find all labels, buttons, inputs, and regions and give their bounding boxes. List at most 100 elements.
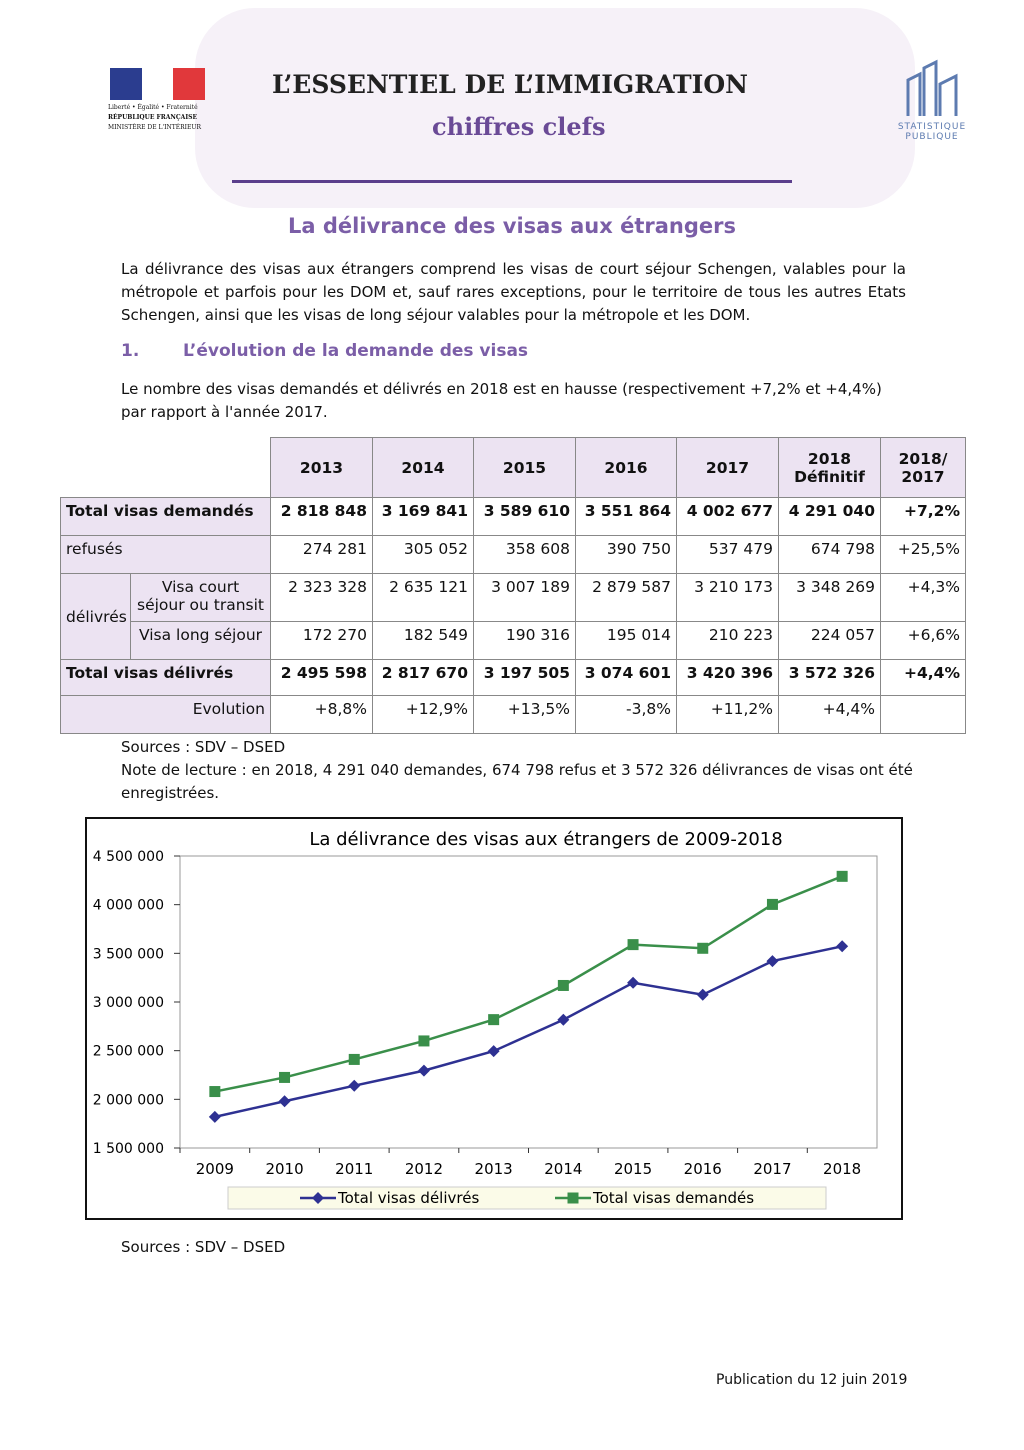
table-cell: +4,3% (880, 573, 966, 622)
table-cell: +11,2% (676, 695, 779, 734)
sources: Sources : SDV – DSED (121, 738, 286, 756)
table-row: Visa long séjour 172 270 182 549 190 316 195… (61, 621, 966, 660)
intro: La délivrance des visas aux étrangers co… (121, 260, 906, 324)
point (348, 1053, 360, 1065)
row-label: Total visas demandés (60, 497, 271, 536)
column-header: 2016 (575, 437, 677, 498)
header-title: L’ESSENTIEL DE L’IMMIGRATION (272, 70, 748, 99)
table-row: refusés 274 281 305 052 358 608 390 750 537 4… (60, 535, 966, 574)
point (209, 1086, 221, 1098)
flag (110, 68, 205, 100)
table-cell: 674 798 (778, 535, 881, 574)
legend-label: Total visas délivrés (337, 1189, 479, 1207)
table-cell: 182 549 (372, 621, 474, 660)
line (214, 875, 843, 1093)
y-tick-label: 3 000 000 (93, 995, 164, 1011)
point (208, 1110, 221, 1123)
point (557, 1013, 570, 1026)
point (766, 955, 779, 968)
table-cell: 3 197 505 (473, 659, 576, 696)
point (418, 1035, 430, 1047)
legend-label: Total visas demandés (592, 1189, 754, 1207)
table-cell: -3,8% (575, 695, 677, 734)
point (279, 1071, 291, 1083)
point (766, 898, 778, 910)
table-cell: +4,4% (880, 659, 966, 696)
point (836, 870, 848, 882)
table-cell: 2 635 121 (372, 573, 474, 622)
header-rule (232, 180, 792, 183)
point (696, 988, 709, 1001)
section-title: L’évolution de la demande des visas (183, 341, 529, 361)
visa-table: 2013 2014 2015 2016 2017 2018 Définitif 2018/ … (60, 437, 966, 734)
y-tick-label: 4 000 000 (93, 898, 164, 914)
column-header: 2017 (676, 437, 779, 498)
y-tick-label: 4 500 000 (93, 849, 164, 865)
table-cell: 3 420 396 (676, 659, 779, 696)
row-label: Total visas délivrés (60, 659, 271, 696)
point (557, 979, 569, 991)
x-tick-label: 2015 (614, 1160, 652, 1178)
point (697, 942, 709, 954)
x-tick-label: 2013 (475, 1160, 513, 1178)
table-row: 2013 2014 2015 2016 2017 2018 Définitif 2018/ … (60, 437, 966, 498)
table-row: Evolution +8,8% +12,9% +13,5% -3,8% +11,2% +4,… (60, 695, 966, 734)
x-tick-label: 2009 (196, 1160, 234, 1178)
table-cell: 2 323 328 (270, 573, 373, 622)
table-cell: 3 551 864 (575, 497, 677, 536)
table-cell: +25,5% (880, 535, 966, 574)
y-tick-label: 2 000 000 (93, 1092, 164, 1108)
note: Note de lecture : en 2018, 4 291 040 dem… (121, 761, 913, 802)
x-tick-label: 2011 (335, 1160, 373, 1178)
stat-logo-text: STATISTIQUE PUBLIQUE (897, 122, 967, 142)
table-row: Total visas délivrés 2 495 598 2 817 670 3 … (60, 659, 966, 696)
table-cell: +4,4% (778, 695, 881, 734)
point (348, 1079, 361, 1092)
point (567, 1192, 579, 1204)
point (488, 1014, 500, 1026)
column-header: 2018 Définitif (778, 437, 881, 498)
x-tick-label: 2014 (544, 1160, 582, 1178)
line (214, 945, 843, 1119)
x-tick-label: 2016 (684, 1160, 722, 1178)
column-header: 2014 (372, 437, 474, 498)
table-cell: 2 818 848 (270, 497, 373, 536)
y-tick-label: 2 500 000 (93, 1044, 164, 1060)
y-tick-label: 1 500 000 (93, 1141, 164, 1157)
section-number: 1. (121, 341, 140, 361)
stat-logo (906, 59, 958, 116)
point (278, 1095, 291, 1108)
table-cell: 537 479 (676, 535, 779, 574)
logo-text: MINISTÈRE DE L'INTÉRIEUR (108, 124, 202, 131)
column-header: 2018/ 2017 (880, 437, 966, 498)
table-cell: 195 014 (575, 621, 677, 660)
column-header: 2015 (473, 437, 576, 498)
empty-cell (880, 695, 966, 734)
header-subtitle: chiffres clefs (432, 112, 606, 141)
x-tick-label: 2010 (265, 1160, 303, 1178)
point (627, 939, 639, 951)
y-tick-label: 3 500 000 (93, 946, 164, 962)
row-label: Visa court séjour ou transit (130, 573, 271, 622)
point (627, 976, 640, 989)
logo-text: RÉPUBLIQUE FRANÇAISE (108, 114, 198, 121)
x-tick-label: 2018 (823, 1160, 861, 1178)
chart-title: La délivrance des visas aux étrangers de… (309, 829, 782, 850)
table-cell: 3 007 189 (473, 573, 576, 622)
heading: La délivrance des visas aux étrangers (287, 214, 737, 238)
footer: Publication du 12 juin 2019 (716, 1372, 908, 1388)
table-cell: 190 316 (473, 621, 576, 660)
sources: Sources : SDV – DSED (121, 1238, 286, 1256)
word-cloud-background (195, 8, 915, 208)
row-label: Evolution (60, 695, 271, 734)
x-tick-label: 2012 (405, 1160, 443, 1178)
point (487, 1045, 500, 1058)
logo-text: Liberté • Égalité • Fraternité (108, 104, 198, 111)
table-cell: +12,9% (372, 695, 474, 734)
x-tick-label: 2017 (753, 1160, 791, 1178)
row-label: refusés (60, 535, 271, 574)
table-cell: +6,6% (880, 621, 966, 660)
point (417, 1064, 430, 1077)
